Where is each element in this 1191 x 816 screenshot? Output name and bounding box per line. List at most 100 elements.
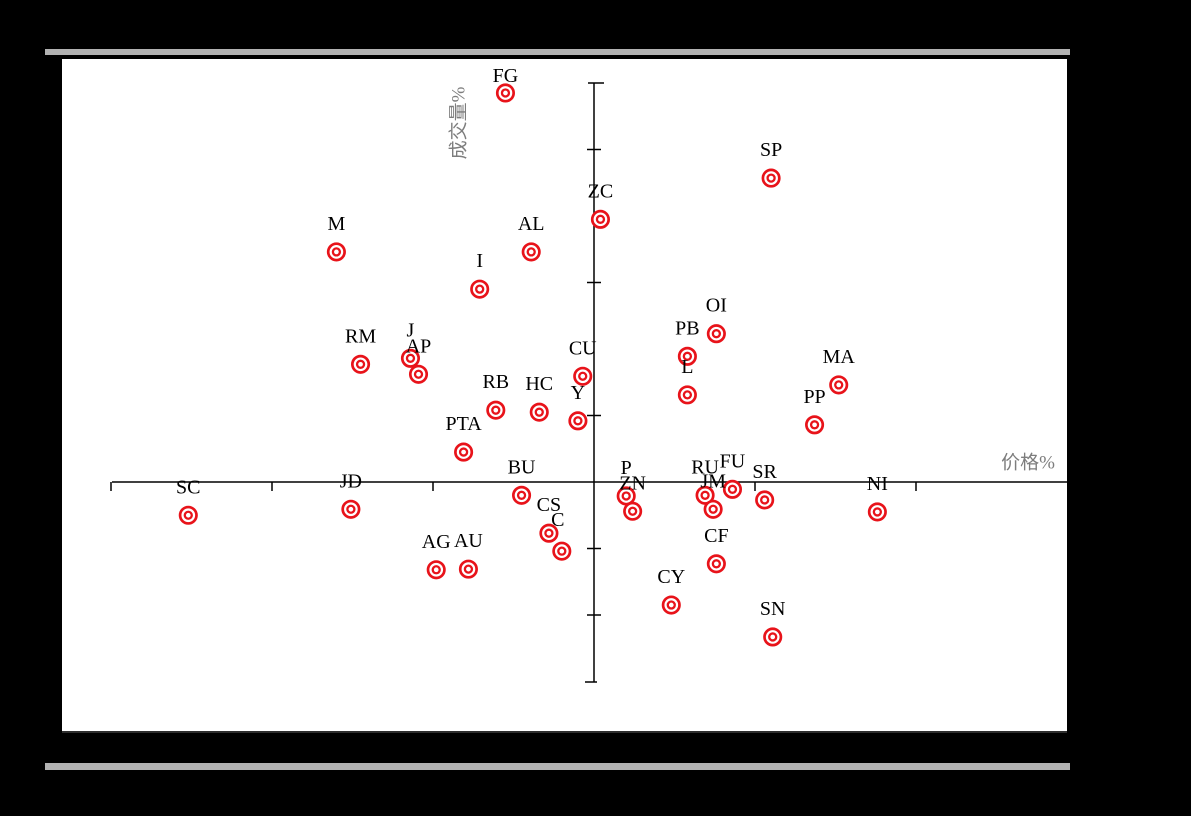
point-label: ZC [588,180,614,202]
data-point-I: I [470,250,490,299]
marker-inner-ring [458,447,469,457]
point-label: RB [482,371,509,393]
point-label: SC [176,476,200,498]
data-point-SC: SC [176,476,201,525]
data-point-PB: PB [675,317,700,366]
marker-inner-ring [760,495,770,505]
data-point-SR: SR [752,461,778,510]
point-label: Y [571,382,585,404]
point-label: JM [700,470,726,492]
marker-inner-ring [573,416,583,426]
point-label: SR [752,461,777,483]
marker-inner-ring [578,371,588,381]
data-point-JD: JD [340,470,362,519]
marker-inner-ring [431,565,441,575]
data-point-OI: OI [706,295,727,344]
data-point-JM: JM [700,470,726,519]
marker-inner-ring [809,420,820,430]
marker-inner-ring [475,284,485,294]
bottom-divider-bar [45,763,1070,770]
marker-inner-ring [627,506,638,516]
marker-inner-ring [727,484,738,494]
point-label: SP [760,139,782,161]
point-label: MA [823,346,856,368]
data-point-ZN: ZN [619,472,646,521]
point-label: CY [657,566,685,588]
marker-inner-ring [544,528,554,538]
data-point-RM: RM [345,325,376,374]
marker-inner-ring [768,632,778,642]
point-label: ZN [619,472,646,494]
point-label: FU [720,450,746,472]
point-label: PTA [445,413,482,435]
point-label: RU [691,456,719,478]
marker-inner-ring [595,214,606,224]
data-point-PP: PP [803,386,826,435]
data-point-C: C [551,509,572,561]
point-label: CS [537,494,561,516]
data-point-AP: AP [406,335,432,384]
marker-inner-ring [682,390,693,400]
point-label: L [681,356,693,378]
point-label: OI [706,295,727,317]
data-point-ZC: ZC [588,180,614,229]
point-label: AP [406,335,432,357]
data-point-PTA: PTA [445,413,482,462]
marker-inner-ring [526,247,536,257]
point-label: PP [803,386,825,408]
marker-inner-ring [516,490,527,500]
marker-inner-ring [766,173,776,183]
marker-inner-ring [331,247,342,257]
data-point-SP: SP [760,139,782,188]
point-label: HC [525,373,553,395]
point-label: SN [760,598,786,620]
point-label: C [551,509,564,531]
x-axis-title: 价格% [1001,452,1055,474]
data-point-M: M [326,213,346,262]
marker-inner-ring [711,329,722,339]
marker-inner-ring [463,564,474,574]
point-label: CU [569,337,597,359]
top-divider-bar [45,49,1070,55]
data-point-CU: CU [569,337,597,386]
marker-inner-ring [500,88,511,98]
data-point-RU: RU [691,456,720,505]
plot-area [62,59,1067,733]
marker-inner-ring [872,507,883,517]
y-axis-title: 成交量% [448,86,470,160]
data-point-Y: Y [568,382,588,431]
marker-inner-ring [183,510,193,520]
point-label: JD [340,470,362,492]
data-point-J: J [400,319,421,368]
point-label: RM [345,325,376,347]
point-label: BU [508,456,536,478]
point-label: NI [867,473,888,495]
point-label: P [621,457,632,479]
marker-inner-ring [682,351,693,361]
point-label: AG [422,531,451,553]
point-label: AU [454,530,483,552]
marker-inner-ring [405,353,416,363]
marker-inner-ring [534,407,544,417]
data-point-AG: AG [422,531,451,580]
point-label: J [407,319,415,341]
data-point-BU: BU [508,456,536,505]
point-label: PB [675,317,699,339]
data-point-MA: MA [823,346,856,395]
point-label: CF [704,525,728,547]
data-point-P: P [616,457,636,506]
data-point-HC: HC [525,373,553,422]
marker-inner-ring [346,504,356,514]
data-point-CS: CS [537,494,561,543]
data-point-AU: AU [454,530,483,579]
marker-inner-ring [557,546,567,556]
marker-inner-ring [708,504,718,514]
point-label: FG [493,65,519,87]
marker-inner-ring [413,369,424,379]
data-point-RB: RB [482,371,509,420]
marker-inner-ring [666,600,676,610]
marker-inner-ring [621,491,631,501]
data-point-L: L [677,356,697,405]
